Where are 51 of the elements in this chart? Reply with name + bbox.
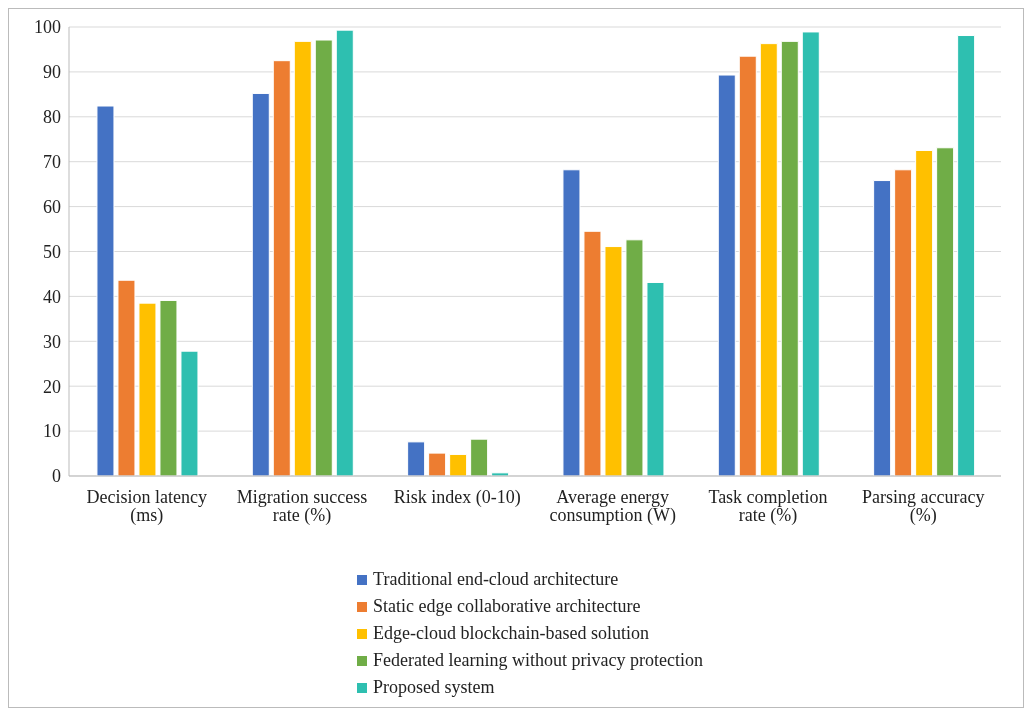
y-tick-label: 60	[43, 196, 61, 217]
bar	[138, 302, 157, 476]
bar	[936, 147, 955, 476]
y-tick-label: 100	[34, 17, 61, 38]
y-tick-label: 30	[43, 331, 61, 352]
x-tick-label: Task completion rate (%)	[708, 486, 828, 526]
legend-label: Static edge collaborative architecture	[373, 595, 641, 618]
bar	[293, 40, 312, 476]
bar	[915, 149, 934, 476]
y-tick-label: 80	[43, 107, 61, 128]
y-tick-label: 90	[43, 62, 61, 83]
y-tick-label: 70	[43, 152, 61, 173]
y-tick-label: 40	[43, 286, 61, 307]
bar	[738, 55, 757, 476]
bar	[314, 39, 333, 476]
bar	[604, 246, 623, 476]
bar	[759, 43, 778, 476]
bar	[646, 281, 665, 476]
legend-label: Edge-cloud blockchain-based solution	[373, 622, 649, 645]
bar	[449, 453, 468, 476]
x-tick-label: Decision latency (ms)	[86, 486, 207, 526]
x-tick-label: Migration success rate (%)	[236, 486, 368, 526]
bar	[717, 74, 736, 476]
bar	[272, 60, 291, 476]
bar	[251, 92, 270, 476]
bar	[625, 239, 644, 476]
y-tick-label: 10	[43, 421, 61, 442]
bar	[117, 279, 136, 476]
bar	[801, 31, 820, 476]
x-tick-label: Parsing accuracy (%)	[862, 486, 985, 526]
legend-label: Traditional end-cloud architecture	[373, 568, 619, 591]
bar	[180, 350, 199, 476]
bar	[407, 441, 426, 476]
bar	[583, 230, 602, 476]
bar	[428, 452, 447, 476]
bar	[159, 299, 178, 476]
bar	[96, 105, 115, 476]
bar	[957, 35, 976, 476]
bar	[780, 40, 799, 476]
bar	[470, 438, 489, 476]
bar	[894, 169, 913, 476]
bar	[562, 169, 581, 476]
y-tick-label: 20	[43, 376, 61, 397]
bar	[335, 29, 354, 476]
bar	[873, 180, 892, 476]
y-tick-label: 0	[52, 466, 61, 487]
x-tick-label: Average energy consumption (W)	[549, 486, 676, 526]
legend-label: Proposed system	[373, 676, 495, 699]
y-tick-label: 50	[43, 241, 61, 262]
legend-label: Federated learning without privacy protection	[373, 649, 703, 672]
x-tick-label: Risk index (0-10)	[393, 486, 521, 508]
